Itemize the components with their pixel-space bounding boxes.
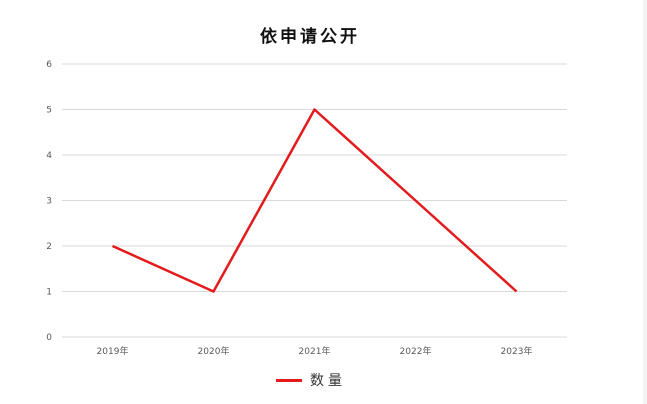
legend-label: 数量 (310, 373, 346, 389)
y-tick-label: 0 (46, 333, 52, 343)
legend-swatch (276, 378, 302, 382)
y-tick-label: 2 (46, 242, 52, 252)
y-tick-label: 3 (46, 197, 52, 207)
y-tick-label: 6 (46, 60, 52, 70)
chart-title: 依申请公开 (260, 27, 360, 47)
x-tick-label: 2023年 (501, 345, 533, 357)
side-strip (643, 0, 647, 404)
x-tick-label: 2019年 (97, 345, 129, 357)
x-tick-label: 2022年 (400, 345, 432, 357)
y-tick-label: 1 (46, 288, 52, 298)
x-tick-label: 2021年 (299, 345, 331, 357)
x-tick-label: 2020年 (198, 345, 230, 357)
y-tick-label: 5 (46, 106, 52, 116)
y-tick-label: 4 (46, 151, 52, 161)
legend: 数量 (276, 370, 346, 390)
